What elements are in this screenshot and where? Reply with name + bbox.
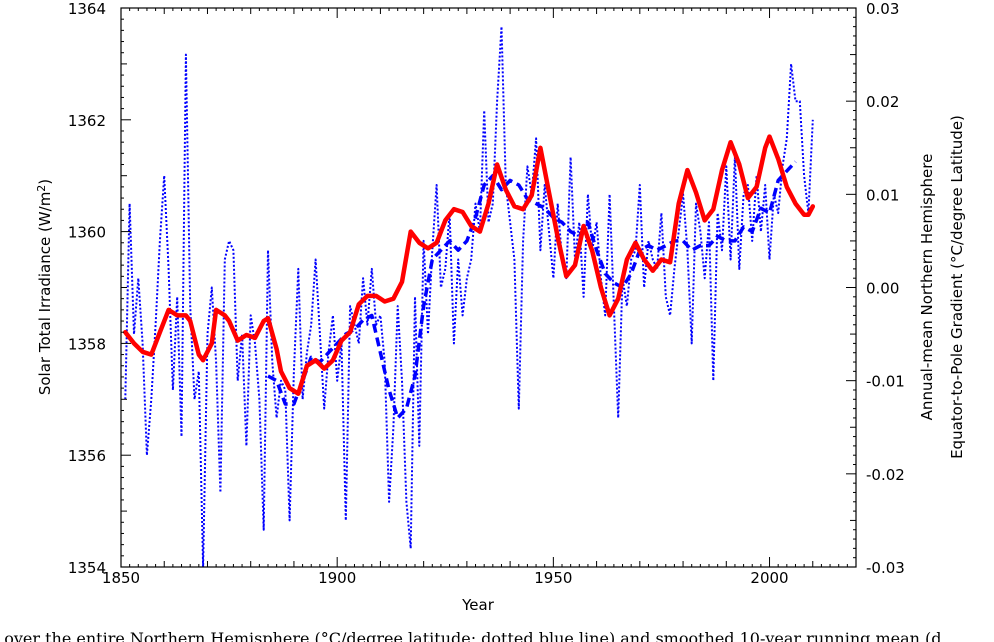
y-left-tick-label: 1354 [68,559,106,577]
right-axis-title-line1: Annual-mean Northern Hemisphere [918,154,936,421]
tick-labels: 1850 1900 1950 2000 1354 1356 1358 1360 1362 1364… [68,0,905,587]
y-left-tick-label: 1362 [68,112,106,130]
caption-text: l over the entire Northern Hemisphere (°… [0,629,942,642]
y-left-tick-label: 1364 [68,0,106,18]
y-right-tick-label: 0.03 [866,0,899,18]
plot-series [123,25,816,568]
axis-ticks [120,7,857,568]
y-left-tick-label: 1358 [68,335,106,353]
x-tick-label: 1850 [102,569,140,587]
y-left-tick-label: 1356 [68,447,106,465]
y-right-tick-label: -0.01 [866,373,905,391]
plot-border [120,7,857,568]
x-axis-title: Year [461,596,495,614]
right-axis-title-line2: Equator-to-Pole Gradient (°C/degree Lati… [948,115,966,459]
left-axis-title: Solar Total Irradiance (W/m2) [35,179,54,395]
y-left-tick-label: 1360 [68,224,106,242]
x-tick-label: 1900 [318,569,356,587]
chart: 1850 1900 1950 2000 1354 1356 1358 1360 1362 1364… [35,0,966,614]
y-right-tick-label: 0.00 [866,280,899,298]
plot-frame [120,7,857,568]
y-right-tick-label: -0.02 [866,466,905,484]
series-dashed-line [267,160,797,420]
y-right-tick-label: 0.02 [866,93,899,111]
figure-caption: l over the entire Northern Hemisphere (°… [0,625,994,642]
x-tick-label: 2000 [750,569,788,587]
series-dotted-line [124,25,814,568]
y-right-tick-label: -0.03 [866,559,905,577]
y-right-tick-label: 0.01 [866,186,899,204]
x-tick-label: 1950 [534,569,572,587]
series-solid-line [123,134,816,396]
